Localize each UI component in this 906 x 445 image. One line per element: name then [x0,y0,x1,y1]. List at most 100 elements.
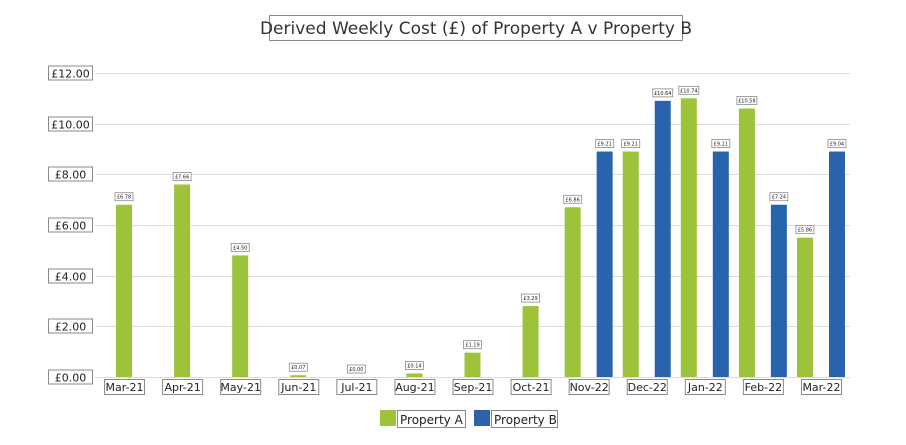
bar [564,207,581,377]
chart-title-box [269,15,683,41]
data-label-box [827,139,847,148]
x-tick-label: Oct-21 [513,381,550,394]
x-tick-box [742,379,784,395]
bar [290,375,307,377]
x-tick-box [394,379,436,395]
x-tick-label: May-21 [220,381,261,394]
data-label-box [621,139,641,148]
legend-label-box [491,410,558,428]
data-label-box [172,172,192,181]
x-tick-label: Sep-21 [454,381,493,394]
x-tick-label: Dec-22 [628,381,667,394]
data-label-box [711,139,731,148]
data-label: £9.04 [830,142,844,148]
legend-swatch [380,410,396,426]
y-tick-box [48,268,93,284]
bar [116,204,133,377]
bar [596,151,613,377]
y-tick-box [48,116,93,132]
data-label: £1.19 [465,343,479,349]
x-tick-box [568,379,610,395]
data-label: £9.21 [624,142,638,148]
x-tick-label: Feb-22 [745,381,782,394]
data-label: £4.50 [233,245,247,251]
data-label-box [230,242,250,252]
data-label-box [346,364,366,374]
legend-label-box [397,410,466,428]
data-label: £0.00 [349,367,363,373]
x-tick-box [220,379,262,395]
bar [654,100,671,377]
x-tick-box [162,379,204,395]
bar [522,306,539,377]
data-label-box [114,192,134,202]
x-tick-box [800,379,842,395]
y-tick-label: £8.00 [55,169,87,182]
data-label: £9.21 [597,142,611,148]
bar [828,151,845,377]
bar [174,184,191,377]
bars: £6.78 £7.66 £4.50 £0.07 £0.00 £0.14 £1.19 £3.29… [114,85,847,377]
data-label-box [563,194,583,204]
x-tick-box [278,379,320,395]
x-tick-label: Jun-21 [280,381,316,394]
bar [406,373,423,377]
x-tick-label: Jan-22 [687,381,723,394]
y-tick-label: £2.00 [55,321,87,334]
data-label-box [769,192,789,202]
legend-label: Property A [400,413,464,427]
data-label: £10.58 [738,98,756,104]
x-tick-label: Aug-21 [395,381,434,394]
data-label: £3.29 [523,296,537,302]
bar [738,108,755,377]
data-label: £7.24 [772,195,786,201]
x-axis: Mar-21 Apr-21 May-21 Jun-21 Jul-21 Aug-21 Sep-… [104,379,842,395]
x-tick-box [684,379,726,395]
legend: Property A Property B [380,410,558,428]
bar [680,98,697,377]
y-tick-label: £0.00 [55,372,87,385]
y-tick-box [48,369,93,385]
y-tick-box [48,65,93,81]
data-label-box [652,88,674,98]
data-label-box [595,139,615,148]
data-label: £0.14 [407,363,421,369]
legend-swatch [474,410,490,426]
data-label-box [405,361,424,370]
x-tick-box [452,379,494,395]
x-tick-box [626,379,668,395]
chart-title-text: Derived Weekly Cost (£) of Property A v … [260,19,692,39]
data-label: £10.74 [680,88,698,94]
data-label: £0.07 [291,365,305,371]
y-tick-box [48,166,93,182]
data-label: £6.78 [117,195,131,201]
data-label: £7.66 [175,174,189,180]
data-label: £10.64 [654,91,672,97]
bar [712,151,729,377]
y-tick-box [48,217,93,233]
data-label: £5.86 [798,228,812,234]
x-tick-box [336,379,378,395]
legend-label: Property B [494,413,557,427]
x-tick-label: Nov-22 [570,381,609,394]
y-tick-label: £10.00 [51,119,90,132]
x-tick-label: Mar-22 [802,381,840,394]
data-label-box [736,96,758,105]
y-tick-label: £6.00 [55,220,87,233]
data-label-box [463,340,482,350]
y-tick-label: £4.00 [55,271,87,284]
data-label-box [795,225,815,235]
x-tick-label: Mar-21 [106,381,144,394]
grid-lines [95,73,850,378]
y-tick-label: £12.00 [51,68,90,81]
bar [464,352,481,377]
x-tick-label: Jul-21 [340,381,372,394]
x-tick-box [510,379,552,395]
data-label-box [521,293,540,303]
bar [770,204,787,377]
x-tick-box [104,379,146,395]
chart-title: Derived Weekly Cost (£) of Property A v … [260,15,692,41]
bar [622,151,639,377]
y-tick-box [48,318,93,334]
